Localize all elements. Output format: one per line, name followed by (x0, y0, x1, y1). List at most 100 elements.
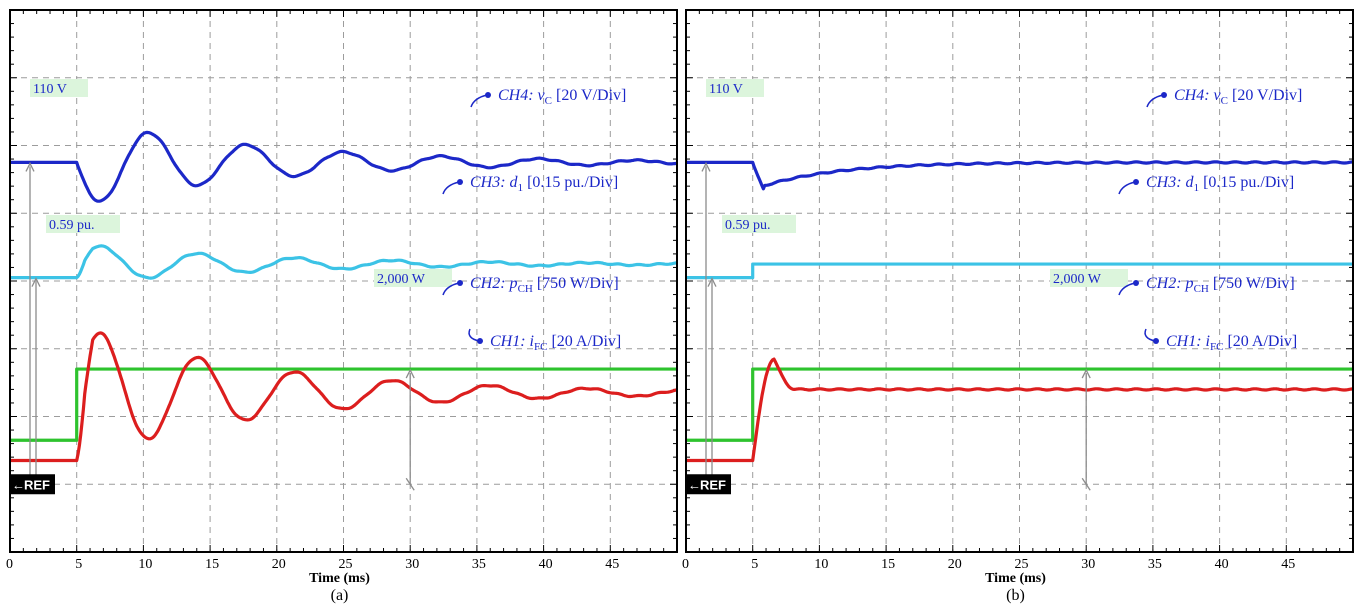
label-pointer (468, 328, 480, 342)
x-tick-label: 40 (539, 557, 553, 572)
x-tick-label: 5 (751, 557, 758, 572)
x-tick-label: 15 (881, 557, 895, 572)
x-tick-label: 35 (1148, 557, 1162, 572)
plot-frame (685, 9, 1354, 553)
label-dot (1133, 280, 1139, 286)
annotation-label: 0.59 pu. (49, 218, 95, 233)
annotation-box (46, 215, 120, 233)
panel-caption: (b) (1006, 587, 1025, 604)
x-tick-labels: 0 5 10 15 20 25 30 35 40 45 (6, 557, 619, 572)
traces (9, 130, 678, 463)
label-pointer (1118, 282, 1136, 296)
trace-ch1 (685, 357, 1354, 463)
label-dot (1133, 179, 1139, 185)
annotation-arrowhead (1081, 368, 1091, 379)
label-pointer (442, 181, 460, 195)
x-tick-label: 45 (1281, 557, 1295, 572)
trace-ch4 (9, 130, 678, 203)
x-tick-label: 10 (814, 557, 828, 572)
annotation-box (722, 215, 796, 233)
label-dot (457, 280, 463, 286)
plot-frame (9, 9, 678, 553)
x-tick-label: 20 (948, 557, 962, 572)
annotation-arrowhead (707, 277, 717, 287)
x-tick-label: 0 (6, 557, 13, 572)
annotation-arrowhead (405, 368, 415, 379)
x-tick-label: 25 (1015, 557, 1029, 572)
series-label-main: CH3: d (1146, 174, 1195, 191)
label-pointer (1146, 94, 1164, 108)
x-tick-label: 0 (682, 557, 689, 572)
series-label-tail: [750 W/Div] (1209, 275, 1295, 292)
series-label-main: CH2: p (1146, 275, 1194, 292)
series-label-sub: 1 (1194, 182, 1200, 194)
annotation-label: 110 V (33, 82, 67, 97)
ref-marker: ← REF (9, 474, 55, 495)
annotation-arrowhead (25, 161, 35, 172)
ref-box (685, 474, 731, 495)
x-axis-label: Time (ms) (985, 571, 1046, 586)
annotations: 110 V 0.59 pu. 2,000 W (701, 79, 1128, 491)
label-dot (1153, 338, 1159, 344)
series-label-sub: FC (1210, 341, 1223, 353)
label-dot (477, 338, 483, 344)
trace-ch3 (686, 262, 1353, 280)
series-label-main: CH1: i (1166, 333, 1210, 350)
label-pointer (442, 282, 460, 296)
series-label: CH1: iFC [20 A/Div] (1166, 333, 1297, 353)
series-label-sub: C (1221, 95, 1228, 107)
series-label: CH4: vC [20 V/Div] (498, 87, 626, 107)
series-label-tail: [0.15 pu./Div] (523, 174, 618, 191)
ref-arrow-icon: ← (12, 477, 25, 492)
series-label-tail: [0.15 pu./Div] (1199, 174, 1294, 191)
x-tick-label: 5 (75, 557, 82, 572)
trace-ch1 (9, 331, 678, 463)
ref-marker: ← REF (685, 474, 731, 495)
series-label-sub: CH (1194, 283, 1209, 295)
series-label-sub: CH (518, 283, 533, 295)
series-label-main: CH4: v (1174, 87, 1222, 104)
trace-ch4 (685, 160, 1354, 191)
trace-ch2 (686, 367, 1353, 442)
annotation-tail (1081, 477, 1091, 491)
series-label-main: CH3: d (470, 174, 519, 191)
annotation-label: 2,000 W (377, 272, 426, 287)
x-tick-label: 30 (405, 557, 419, 572)
channel-labels: CH4: vC [20 V/Div] CH3: d1 [0.15 pu./Div]… (1118, 87, 1302, 353)
x-tick-labels: 0 5 10 15 20 25 30 35 40 45 (682, 557, 1295, 572)
label-dot (457, 179, 463, 185)
series-label-sub: 1 (518, 182, 524, 194)
panel-b: 110 V 0.59 pu. 2,000 W ← REF CH4: vC [20 V/Di… (682, 9, 1354, 604)
panel-a: 110 V 0.59 pu. 2,000 W ← REF CH4: vC [20 V/Di… (6, 9, 678, 604)
series-label-tail: [20 V/Div] (552, 87, 626, 104)
annotation-arrowhead (701, 161, 711, 172)
series-label-tail: [750 W/Div] (533, 275, 619, 292)
series-label-main: CH4: v (498, 87, 546, 104)
x-tick-label: 30 (1081, 557, 1095, 572)
label-pointer (1118, 181, 1136, 195)
traces (685, 160, 1354, 463)
series-label-tail: [20 A/Div] (547, 333, 621, 350)
annotation-box (30, 79, 88, 97)
ref-label: REF (24, 477, 50, 492)
annotations: 110 V 0.59 pu. 2,000 W (25, 79, 452, 491)
panel-caption: (a) (331, 587, 349, 604)
series-label: CH2: pCH [750 W/Div] (470, 275, 619, 295)
x-tick-label: 10 (138, 557, 152, 572)
series-label-main: CH2: p (470, 275, 518, 292)
annotation-label: 0.59 pu. (725, 218, 771, 233)
ref-label: REF (700, 477, 726, 492)
grid (686, 10, 1353, 552)
series-label: CH3: d1 [0.15 pu./Div] (470, 174, 618, 194)
annotation-label: 2,000 W (1053, 272, 1102, 287)
trace-ch2 (10, 367, 677, 442)
annotation-box (706, 79, 764, 97)
series-label: CH1: iFC [20 A/Div] (490, 333, 621, 353)
trace-ch3 (9, 244, 678, 280)
annotation-label: 110 V (709, 82, 743, 97)
frame-ticks (685, 9, 1354, 553)
annotation-tail (405, 477, 415, 491)
series-label: CH4: vC [20 V/Div] (1174, 87, 1302, 107)
x-tick-label: 45 (605, 557, 619, 572)
